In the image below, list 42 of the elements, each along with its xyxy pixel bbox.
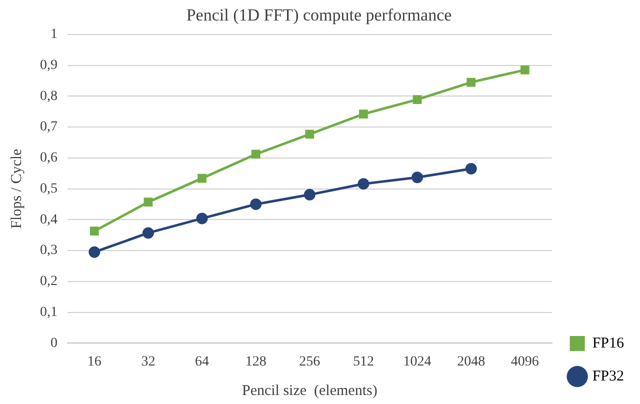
point: [90, 226, 99, 236]
point: [358, 178, 370, 190]
point: [198, 174, 206, 183]
point: [251, 150, 260, 159]
y-tick-label: 0,7: [40, 120, 58, 135]
legend-label: FP16: [592, 335, 624, 352]
point: [305, 130, 314, 139]
y-tick-label: 0,8: [40, 88, 58, 104]
y-tick-label: 0,1: [40, 304, 58, 320]
point: [88, 246, 100, 258]
y-tick-label: 0,4: [40, 212, 58, 228]
x-tick-label: 2048: [457, 354, 486, 370]
chart-title: Pencil (1D FFT) compute performance: [186, 6, 452, 25]
x-tick-label: 1024: [403, 354, 432, 370]
x-tick-label: 4096: [510, 354, 539, 370]
point: [144, 198, 153, 207]
y-tick-label: 0,3: [40, 243, 58, 258]
point: [359, 110, 368, 119]
point: [142, 227, 154, 239]
x-tick-label: 64: [195, 354, 210, 370]
y-tick-label: 0,9: [40, 58, 58, 73]
point: [196, 212, 208, 224]
legend-label: FP32: [592, 368, 624, 384]
x-tick-label: 16: [87, 354, 102, 370]
x-tick-label: 32: [141, 354, 156, 370]
point: [250, 198, 262, 210]
point: [412, 95, 422, 104]
x-tick-label: 512: [352, 354, 374, 370]
y-tick-label: 0,6: [40, 150, 58, 166]
x-tick-label: 256: [299, 354, 320, 370]
point: [304, 188, 316, 200]
y-axis-title: Flops / Cycle: [8, 148, 25, 229]
point: [520, 65, 530, 74]
y-tick-label: 1: [50, 27, 58, 42]
y-tick-label: 0,5: [40, 181, 58, 196]
x-tick-label: 128: [245, 354, 266, 370]
point: [412, 172, 424, 184]
point: [466, 78, 476, 87]
y-tick-label: 0: [50, 336, 58, 351]
y-tick-label: 0,2: [40, 274, 58, 290]
x-axis-title: Pencil size (elements): [242, 382, 378, 399]
point: [465, 162, 477, 174]
